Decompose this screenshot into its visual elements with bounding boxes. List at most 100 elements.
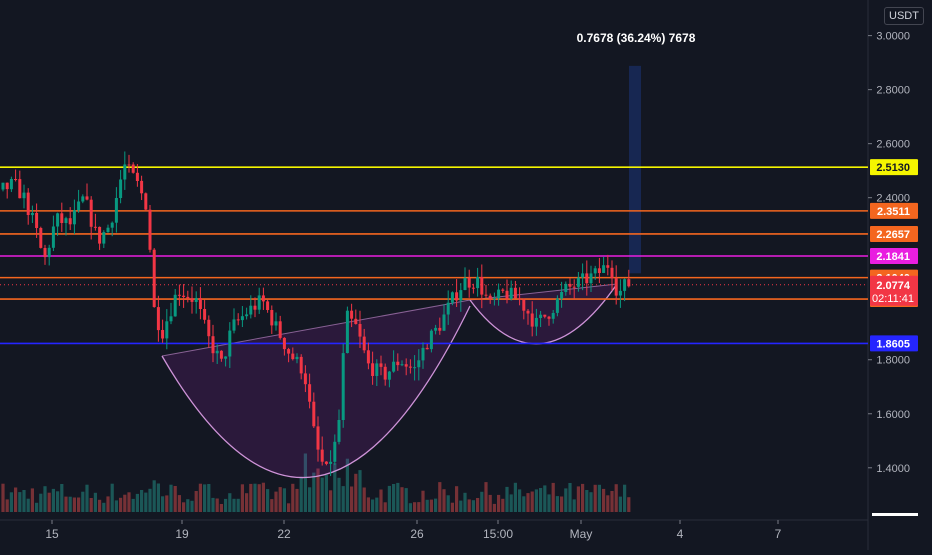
level-badge-label-2: 2.2657 xyxy=(876,229,910,241)
candle-body xyxy=(421,347,425,361)
x-tick-label: 15 xyxy=(45,527,59,541)
candle-body xyxy=(224,356,228,359)
volume-bar xyxy=(627,497,631,512)
candle-body xyxy=(593,268,597,274)
volume-bar xyxy=(518,489,522,512)
volume-bar xyxy=(211,497,215,512)
volume-bar xyxy=(568,483,572,512)
volume-bar xyxy=(614,484,618,512)
candle-body xyxy=(274,321,278,326)
volume-bar xyxy=(379,489,383,512)
volume-bar xyxy=(383,502,387,512)
level-badge-label-0: 2.5130 xyxy=(876,162,910,174)
volume-bar xyxy=(354,473,358,512)
level-badge-label-3: 2.1841 xyxy=(876,251,910,263)
volume-bar xyxy=(551,482,555,512)
candle-body xyxy=(198,298,202,309)
candle-body xyxy=(140,180,144,194)
x-tick-label: 19 xyxy=(175,527,189,541)
volume-bar xyxy=(450,502,454,512)
candle-body xyxy=(219,350,223,359)
volume-bar xyxy=(333,463,337,512)
candle-body xyxy=(467,278,471,288)
candle-body xyxy=(497,289,501,299)
volume-bar xyxy=(442,489,446,512)
candle-body xyxy=(106,227,110,233)
x-tick-label: May xyxy=(570,527,593,541)
x-axis-ticks: 15 19 22 26 15:00 May 4 7 xyxy=(45,520,782,541)
volume-bar xyxy=(421,490,425,512)
volume-bar xyxy=(429,499,433,512)
volume-bar xyxy=(119,497,123,512)
candle-body xyxy=(606,265,610,268)
volume-bar xyxy=(618,496,622,512)
candle-body xyxy=(77,201,81,211)
candle-body xyxy=(278,321,282,338)
volume-bar xyxy=(488,494,492,512)
volume-bar xyxy=(135,493,139,512)
candle-body xyxy=(30,213,34,216)
volume-bar xyxy=(543,485,547,512)
volume-bar xyxy=(505,486,509,512)
volume-bar xyxy=(93,492,97,512)
volume-bar xyxy=(287,503,291,512)
volume-bar xyxy=(404,488,408,512)
volume-bar xyxy=(240,484,244,512)
candle-body xyxy=(488,295,492,300)
volume-bar xyxy=(177,495,181,512)
volume-bar xyxy=(144,492,148,512)
candle-body xyxy=(161,330,165,339)
candle-body xyxy=(413,367,417,369)
volume-bar xyxy=(77,497,81,512)
volume-bar xyxy=(610,491,614,512)
candle-body xyxy=(253,305,257,310)
volume-bar xyxy=(224,498,228,512)
candle-body xyxy=(358,324,362,337)
volume-bar xyxy=(173,486,177,512)
candle-body xyxy=(257,295,261,310)
volume-bar xyxy=(303,453,307,512)
scale-handle xyxy=(872,513,918,516)
volume-bar xyxy=(102,502,106,512)
level-badge-1 xyxy=(870,202,918,219)
volume-bar xyxy=(131,498,135,512)
candle-body xyxy=(308,384,312,402)
volume-bar xyxy=(501,498,505,512)
candle-body xyxy=(585,273,589,284)
candle-body xyxy=(564,283,568,292)
candle-body xyxy=(576,277,580,287)
y-tick-label: 2.8000 xyxy=(876,85,910,97)
candle-body xyxy=(526,310,530,314)
y-tick-label: 3.0000 xyxy=(876,31,910,43)
candle-body xyxy=(236,319,240,321)
candle-body xyxy=(93,226,97,228)
candle-body xyxy=(64,218,68,223)
last-price-label: 2.0774 xyxy=(876,280,911,292)
volume-bar xyxy=(585,490,589,512)
currency-badge[interactable]: USDT xyxy=(884,7,924,25)
y-tick-label: 1.6000 xyxy=(876,409,910,421)
measure-label: 0.7678 (36.24%) 7678 xyxy=(577,31,696,45)
volume-bar xyxy=(194,491,198,512)
level-badge-6 xyxy=(870,335,918,352)
candle-body xyxy=(442,314,446,331)
volume-bar xyxy=(324,474,328,512)
candle-body xyxy=(345,310,349,353)
candle-body xyxy=(303,373,307,385)
volume-bar xyxy=(400,487,404,512)
volume-bar xyxy=(413,502,417,512)
volume-bar xyxy=(236,498,240,512)
volume-bar xyxy=(597,484,601,512)
candle-body xyxy=(186,296,190,299)
volume-bar xyxy=(547,494,551,512)
candle-body xyxy=(371,363,375,376)
volume-bar xyxy=(14,487,18,512)
candle-body xyxy=(392,361,396,372)
level-badge-label-1: 2.3511 xyxy=(877,206,910,218)
volume-bar xyxy=(26,498,30,512)
volume-bar xyxy=(345,458,349,512)
candle-body xyxy=(362,336,366,351)
candle-body xyxy=(438,327,442,331)
